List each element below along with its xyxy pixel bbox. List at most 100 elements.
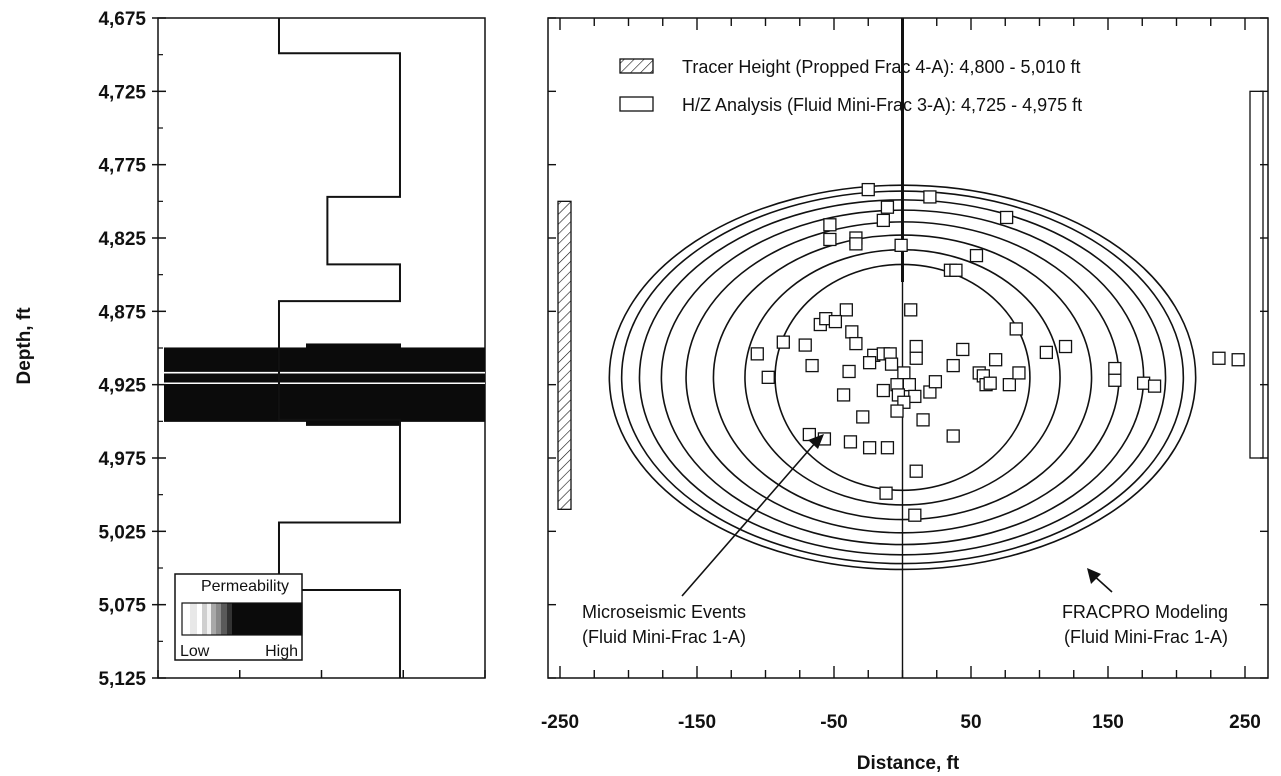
gradient-step-4 xyxy=(207,603,211,635)
high-permeability-band xyxy=(164,343,485,426)
fracture-panel-frame xyxy=(547,17,1269,679)
microseismic-event xyxy=(823,232,837,247)
microseismic-event xyxy=(798,338,812,352)
microseismic-event xyxy=(902,378,916,392)
hz-analysis-bar xyxy=(1249,90,1264,459)
microseismic-event xyxy=(983,376,997,390)
microseismic-event xyxy=(861,182,875,197)
depth-tick-label: 5,125 xyxy=(98,669,146,690)
microseismic-event xyxy=(849,336,863,351)
depth-tick-label: 4,725 xyxy=(98,82,146,103)
microseismic-event xyxy=(805,358,819,373)
depth-tick-label: 5,025 xyxy=(98,522,146,543)
fracpro-arrowhead xyxy=(1087,568,1101,584)
microseismic-event xyxy=(908,389,922,404)
microseismic-event xyxy=(876,383,890,398)
microseismic-event xyxy=(1002,378,1017,392)
microseismic-arrowhead xyxy=(808,434,824,449)
hz-legend-label: H/Z Analysis (Fluid Mini-Frac 3-A): 4,72… xyxy=(682,95,1082,115)
gradient-step-5 xyxy=(211,603,216,635)
microseismic-event xyxy=(884,357,899,371)
distance-axis: -250 -150 -50 50 150 250 xyxy=(541,712,1261,733)
high-perm-band-core xyxy=(306,343,401,426)
permeability-gradient-bar xyxy=(181,602,303,636)
microseismic-event xyxy=(879,486,893,500)
depth-tick-label: 4,775 xyxy=(98,156,146,177)
microseismic-event xyxy=(890,404,904,418)
microseismic-event xyxy=(1039,345,1053,360)
microseismic-event xyxy=(946,429,960,443)
gradient-step-0 xyxy=(182,603,190,635)
tracer-height-rect xyxy=(557,200,572,510)
tracer-height-bar xyxy=(557,200,572,510)
microseismic-event xyxy=(776,335,790,349)
microseismic-event xyxy=(1012,366,1026,380)
microseismic-event xyxy=(1108,361,1122,376)
microseismic-event xyxy=(876,213,890,228)
microseismic-event xyxy=(1058,339,1073,354)
microseismic-event xyxy=(750,347,764,361)
tracer-legend-label: Tracer Height (Propped Frac 4-A): 4,800 … xyxy=(682,57,1081,77)
microseismic-event xyxy=(843,435,858,449)
distance-tick-label: 250 xyxy=(1229,712,1261,733)
depth-tick-label: 4,875 xyxy=(98,302,146,323)
microseismic-event xyxy=(909,339,923,354)
microseismic-event xyxy=(1212,351,1226,365)
microseismic-event xyxy=(923,190,937,204)
microseismic-event xyxy=(828,314,843,329)
gradient-step-1 xyxy=(190,603,197,635)
microseismic-event xyxy=(1136,376,1151,390)
microseismic-event xyxy=(862,441,877,455)
microseismic-event xyxy=(849,237,863,251)
hz-legend-swatch xyxy=(619,96,654,112)
permeability-legend-title: Permeability xyxy=(201,578,289,595)
gradient-step-7 xyxy=(221,603,227,635)
depth-tick-label: 4,975 xyxy=(98,449,146,470)
microseismic-event xyxy=(928,375,943,389)
microseismic-annotation-arrow xyxy=(681,441,817,597)
microseismic-event xyxy=(1108,373,1122,387)
fracture-panel-ticks xyxy=(548,17,1268,679)
microseismic-event xyxy=(761,370,775,384)
microseismic-annotation: Microseismic Events (Fluid Mini-Frac 1-A… xyxy=(582,434,824,647)
microseismic-event xyxy=(956,342,970,357)
distance-tick-label: -250 xyxy=(541,712,579,733)
microseismic-event xyxy=(908,508,922,522)
microseismic-event xyxy=(969,248,984,263)
microseismic-event xyxy=(989,353,1003,367)
microseismic-event xyxy=(897,366,911,380)
x-axis-title: Distance, ft xyxy=(857,753,960,774)
depth-axis: 4,675 4,725 4,775 4,825 4,875 4,925 4,975 5,025… xyxy=(98,9,166,690)
gradient-step-6 xyxy=(216,603,221,635)
microseismic-event xyxy=(946,358,960,373)
microseismic-event xyxy=(909,464,923,478)
permeability-legend-high: High xyxy=(265,643,298,660)
microseismic-event xyxy=(1009,322,1023,336)
microseismic-event xyxy=(904,303,918,317)
microseismic-annotation-line1: Microseismic Events xyxy=(582,602,746,622)
microseismic-event xyxy=(845,325,859,339)
microseismic-event xyxy=(856,410,870,424)
fracture-legend: Tracer Height (Propped Frac 4-A): 4,800 … xyxy=(619,57,1082,115)
distance-tick-label: 50 xyxy=(960,712,981,733)
tracer-legend-swatch xyxy=(619,58,654,74)
fracpro-annotation-line2: (Fluid Mini-Frac 1-A) xyxy=(1064,627,1228,647)
y-axis-title: Depth, ft xyxy=(14,307,35,385)
microseismic-event xyxy=(880,200,895,214)
microseismic-event xyxy=(842,364,856,379)
microseismic-event xyxy=(909,351,923,365)
microseismic-event xyxy=(894,238,908,252)
depth-panel: 4,675 4,725 4,775 4,825 4,875 4,925 4,975 5,025… xyxy=(14,9,486,690)
permeability-legend: Permeability Low High xyxy=(174,573,303,661)
microseismic-annotation-line2: (Fluid Mini-Frac 1-A) xyxy=(582,627,746,647)
depth-panel-bottom-ticks xyxy=(157,670,486,678)
permeability-profile-line xyxy=(277,18,401,678)
distance-tick-label: 150 xyxy=(1092,712,1124,733)
microseismic-event xyxy=(1147,379,1162,393)
microseismic-event xyxy=(999,210,1014,225)
microseismic-event xyxy=(949,263,963,277)
hz-analysis-rect xyxy=(1249,90,1264,459)
microseismic-event xyxy=(836,388,851,402)
permeability-legend-low: Low xyxy=(180,643,210,660)
